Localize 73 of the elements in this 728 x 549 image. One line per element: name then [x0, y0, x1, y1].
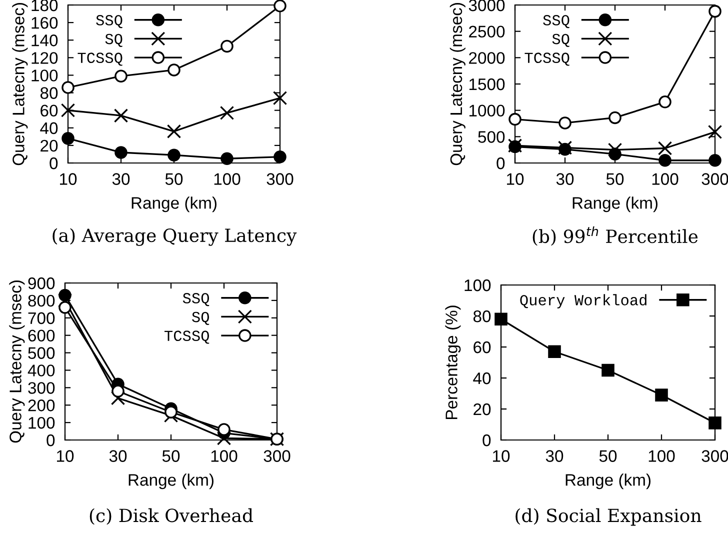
- x-tick-label: 30: [112, 173, 130, 185]
- legend-label: SSQ: [182, 293, 210, 306]
- y-tick-label: 60: [40, 104, 58, 117]
- y-tick-label: 2500: [469, 26, 505, 38]
- y-tick-label: 80: [473, 310, 491, 322]
- x-tick-label: 50: [162, 450, 180, 462]
- y-tick-label: 1000: [469, 104, 505, 117]
- x-tick-label: 10: [60, 173, 77, 185]
- x-tick-label: 10: [493, 450, 510, 462]
- legend-label: Query Workload: [520, 294, 646, 308]
- legend-label: TCSSQ: [524, 52, 570, 66]
- x-tick-label: 100: [652, 173, 678, 185]
- y-axis-title: Query Latecny (msec): [9, 280, 25, 443]
- y-tick-label: 100: [32, 70, 58, 82]
- x-tick-label: 300: [702, 450, 728, 462]
- x-tick-label: 300: [702, 173, 728, 185]
- y-tick-label: 0: [46, 434, 55, 446]
- y-axis-title: Query Latecny (msec): [12, 3, 28, 166]
- y-tick-label: 500: [478, 131, 505, 143]
- y-tick-label: 100: [464, 279, 491, 292]
- y-tick-label: 160: [32, 16, 58, 29]
- legend-label: TCSSQ: [164, 330, 210, 344]
- x-tick-label: 30: [556, 173, 574, 185]
- y-axis-title: Percentage (%): [445, 306, 461, 420]
- x-tick-label: 50: [599, 450, 617, 462]
- x-tick-label: 10: [507, 173, 524, 185]
- y-axis-title: Query Latecny (msec): [450, 3, 466, 166]
- x-tick-label: 10: [57, 450, 74, 462]
- y-tick-label: 800: [28, 294, 55, 307]
- y-tick-label: 900: [28, 277, 55, 290]
- y-tick-label: 40: [473, 372, 491, 384]
- legend-label: SSQ: [543, 15, 570, 28]
- y-tick-label: 140: [32, 34, 58, 46]
- y-tick-label: 600: [28, 330, 55, 342]
- y-tick-label: 100: [28, 416, 55, 429]
- x-tick-label: 300: [266, 173, 294, 185]
- text: (d) Social Expansion: [516, 508, 702, 526]
- y-tick-label: 40: [40, 122, 58, 134]
- x-tick-label: 100: [214, 173, 240, 185]
- x-axis-title: Range (km): [572, 196, 658, 212]
- text: (c) Disk Overhead: [90, 508, 254, 525]
- legend-label: SQ: [552, 34, 570, 47]
- y-tick-label: 60: [474, 341, 491, 354]
- y-tick-label: 200: [28, 400, 55, 412]
- text: (a) Average Query Latency: [52, 228, 297, 246]
- y-tick-label: 500: [28, 347, 55, 359]
- y-tick-label: 20: [40, 140, 58, 152]
- y-tick-label: 300: [28, 382, 55, 394]
- x-tick-label: 50: [165, 173, 183, 185]
- y-tick-label: 2000: [469, 52, 505, 64]
- y-tick-label: 120: [32, 52, 58, 64]
- y-tick-label: 0: [50, 157, 58, 170]
- y-tick-label: 1500: [469, 78, 505, 90]
- x-tick-label: 100: [648, 450, 675, 462]
- y-tick-label: 0: [496, 157, 505, 170]
- y-tick-label: 400: [28, 364, 55, 376]
- legend-label: TCSSQ: [78, 52, 122, 66]
- legend-label: SSQ: [96, 15, 122, 28]
- y-tick-label: 0: [482, 434, 491, 446]
- legend-label: SQ: [192, 312, 210, 325]
- text: (b) 99$^{th}$ Percentile: [532, 226, 698, 246]
- x-tick-label: 300: [264, 450, 290, 462]
- x-tick-label: 30: [109, 450, 127, 462]
- x-tick-label: 50: [606, 173, 624, 185]
- x-axis-title: Range (km): [128, 474, 214, 490]
- x-axis-title: Range (km): [566, 474, 650, 490]
- x-tick-label: 100: [211, 450, 238, 462]
- x-tick-label: 30: [546, 450, 564, 462]
- y-tick-label: 80: [40, 87, 58, 99]
- y-tick-label: 700: [28, 312, 55, 324]
- legend-label: SQ: [105, 34, 122, 47]
- x-axis-title: Range (km): [132, 196, 216, 212]
- y-tick-label: 20: [474, 403, 491, 416]
